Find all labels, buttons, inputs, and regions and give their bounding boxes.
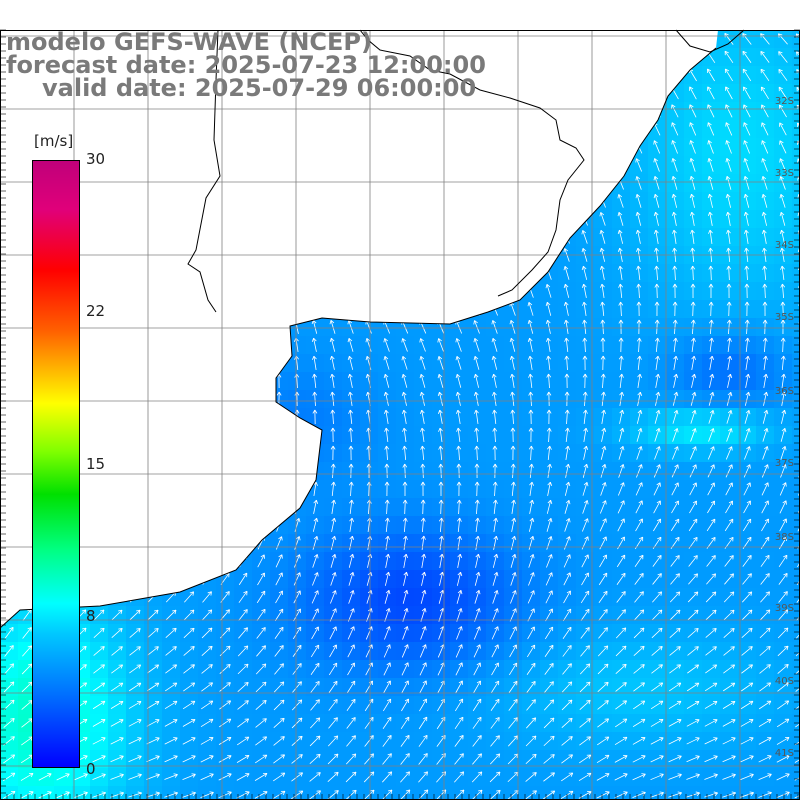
lat-label-33s: 33S xyxy=(774,168,794,179)
lat-label-40s: 40S xyxy=(774,676,794,687)
lat-label-37s: 37S xyxy=(774,458,794,469)
colorbar-tick-8: 8 xyxy=(86,607,96,625)
colorbar xyxy=(32,160,80,768)
colorbar-tick-22: 22 xyxy=(86,302,106,320)
forecast-date: forecast date: 2025-07-23 12:00:00 xyxy=(6,51,486,79)
colorbar-tick-15: 15 xyxy=(86,455,106,473)
lat-label-39s: 39S xyxy=(774,603,794,614)
axis-ticks xyxy=(0,29,800,800)
colorbar-tick-30: 30 xyxy=(86,150,106,168)
lat-label-35s: 35S xyxy=(774,312,794,323)
colorbar-unit: [m/s] xyxy=(34,132,74,150)
lat-label-34s: 34S xyxy=(774,240,794,251)
valid-date: valid date: 2025-07-29 06:00:00 xyxy=(42,74,477,102)
lat-label-32s: 32S xyxy=(774,96,794,107)
lat-label-38s: 38S xyxy=(774,532,794,543)
colorbar-tick-0: 0 xyxy=(86,760,96,778)
model-title: modelo GEFS-WAVE (NCEP) xyxy=(6,28,372,56)
lat-label-36s: 36S xyxy=(774,386,794,397)
lat-label-41s: 41S xyxy=(774,748,794,759)
coastline xyxy=(0,29,745,629)
